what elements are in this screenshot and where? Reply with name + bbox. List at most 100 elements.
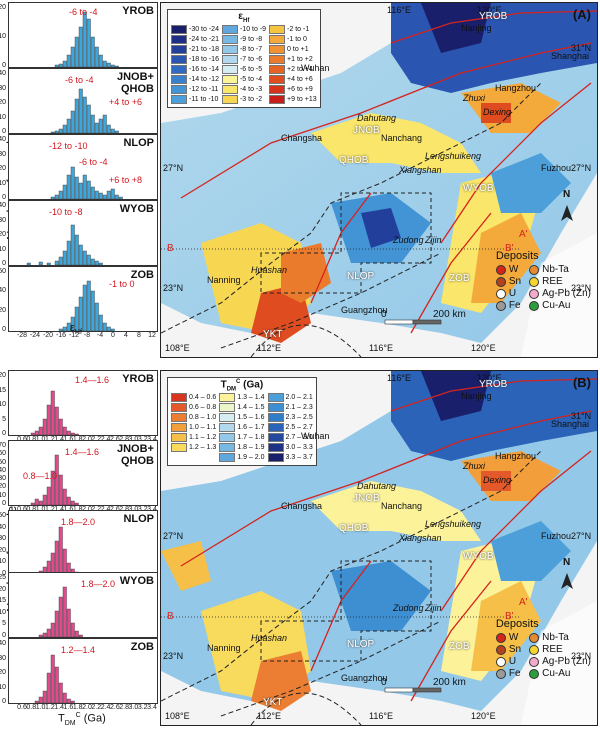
legend-label: 1.8 – 1.9 xyxy=(237,444,265,452)
deposit-dot xyxy=(495,264,506,275)
y-tick: 20 xyxy=(0,231,6,238)
deposit-label: Sn xyxy=(508,276,522,287)
section-label: A' xyxy=(519,229,528,240)
hist-title: NLOP xyxy=(123,137,154,149)
y-tick: 10 xyxy=(0,33,6,40)
legend-swatch xyxy=(171,45,187,54)
locality-label: Zhuxi xyxy=(463,93,486,103)
legend-entry: 1.4 – 1.5 xyxy=(219,403,265,413)
locality-label: Zudong xyxy=(393,603,424,613)
legend-swatch xyxy=(171,95,187,104)
y-tick: 10 xyxy=(0,179,6,187)
x-label-main: ε xyxy=(70,322,75,334)
y-tick: 10 xyxy=(0,608,6,616)
hist-bar xyxy=(110,64,115,67)
legend-entry: -8 to -7 xyxy=(221,45,266,54)
hist-bar xyxy=(42,690,47,703)
hist-bar xyxy=(54,406,59,435)
hist-bar xyxy=(42,494,47,505)
legend-label: -18 to -16 xyxy=(189,56,219,63)
hist-annotation: 1.4—1.6 xyxy=(65,447,100,457)
legend-entry: 0.4 – 0.6 xyxy=(171,393,217,403)
x-tick: 1.6 xyxy=(64,436,74,443)
hist-bar xyxy=(110,328,115,331)
hist-bar xyxy=(38,634,43,637)
locality-label: Dexing xyxy=(483,107,512,117)
x-tick: 1.8 xyxy=(73,506,83,513)
deposit-item: REE xyxy=(529,276,591,287)
deposit-item: W xyxy=(495,264,521,275)
legend-entry: 1.3 – 1.4 xyxy=(219,393,265,403)
x-tick: 0.6 xyxy=(17,436,27,443)
legend-label: 1.9 – 2.0 xyxy=(237,454,265,462)
hist-bar xyxy=(66,562,71,575)
x-tick: 1.4 xyxy=(54,436,64,443)
hist-bar xyxy=(34,498,39,505)
deposit-label: Ag-Pb (Zn) xyxy=(542,288,591,299)
x-tick: 2.6 xyxy=(110,506,120,513)
hist-bar xyxy=(42,418,47,435)
hist-bar xyxy=(62,426,67,435)
legend-label: +9 to +13 xyxy=(287,96,317,103)
deposit-item: REE xyxy=(529,644,591,655)
hist-bar xyxy=(34,700,39,703)
hist-bars xyxy=(54,11,119,67)
y-tick: 60 xyxy=(0,268,6,275)
x-tick: 2.2 xyxy=(91,704,102,711)
hist-bars xyxy=(50,166,123,199)
legend-entry: -2 to -1 xyxy=(269,25,317,34)
hist-bar xyxy=(90,186,95,199)
locality-label: Huashan xyxy=(251,265,288,275)
x-tick: 3.4 xyxy=(147,506,157,513)
lat-label: 27°N xyxy=(163,163,184,173)
deposit-item: Nb-Ta xyxy=(529,264,591,275)
legend-b-title: TDMC (Ga) xyxy=(220,379,264,393)
hist-bar xyxy=(70,316,75,331)
locality-label: Lengshuikeng xyxy=(425,151,482,161)
legend-a: εHf -30 to -24 -10 to -9 -2 to -1 -24 to -2… xyxy=(167,9,321,108)
x-tick: 0.8 xyxy=(26,704,37,711)
legend-swatch xyxy=(171,75,187,84)
hist-bar xyxy=(58,256,63,265)
hist-bar xyxy=(78,634,83,637)
hist-bar xyxy=(46,560,51,575)
deposit-item: W xyxy=(495,632,521,643)
hist-bar xyxy=(54,130,59,133)
locality-label: Zhuxi xyxy=(463,461,486,471)
deposit-dot xyxy=(529,656,540,667)
north-label: N xyxy=(563,189,571,200)
legend-swatch xyxy=(267,393,284,403)
deposit-item: Sn xyxy=(495,644,521,655)
x-tick: 0 xyxy=(111,332,115,339)
legend-label: -5 to -4 xyxy=(239,76,263,83)
hist-bar xyxy=(86,18,91,67)
y-tick: 40 xyxy=(0,70,6,77)
hist-bar xyxy=(58,128,63,133)
legend-entry: -3 to -2 xyxy=(221,95,266,104)
deposit-item: Fe xyxy=(495,300,521,311)
city-label: Nanning xyxy=(207,275,241,285)
x-tick: 3.2 xyxy=(138,506,148,513)
legend-swatch xyxy=(269,25,286,34)
hist-title: YROB xyxy=(122,373,154,385)
legend-label: 0.8 – 1.0 xyxy=(189,414,217,422)
x-label-sub: Hf xyxy=(74,329,82,337)
legend-entry: -7 to -6 xyxy=(221,55,266,64)
x-tick: 2.6 xyxy=(110,436,120,443)
legend-entry: -16 to -14 xyxy=(171,65,219,74)
y-tick: 30 xyxy=(0,84,6,92)
hist-bar xyxy=(50,196,55,199)
hist-bar xyxy=(70,500,75,505)
deposit-item: Cu-Au xyxy=(529,300,591,311)
hist-bar xyxy=(74,36,79,67)
x-tick: 2.4 xyxy=(101,436,111,443)
legend-label: 0.4 – 0.6 xyxy=(189,394,217,402)
legend-swatch xyxy=(171,393,187,403)
hist-bar xyxy=(50,622,55,637)
y-tick: 20 xyxy=(0,372,6,379)
x-tick: -28 xyxy=(16,332,28,339)
lat-label: 27°N xyxy=(571,531,592,541)
hist-bar xyxy=(54,64,59,67)
legend-swatch xyxy=(269,55,286,64)
y-tick: 20 xyxy=(0,585,6,593)
